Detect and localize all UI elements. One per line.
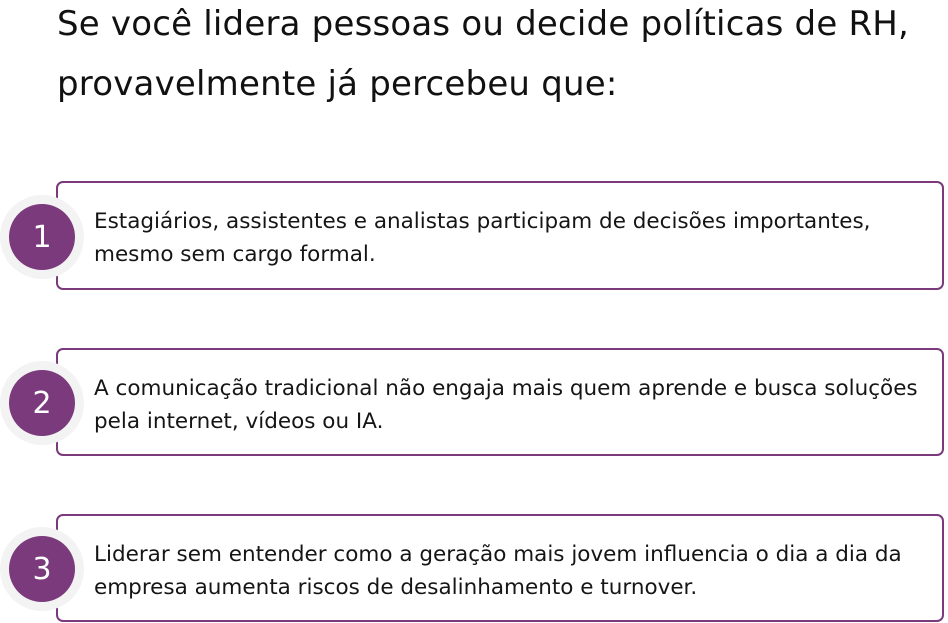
number-badge-3: 3 [0, 527, 84, 611]
item-text: A comunicação tradicional não engaja mai… [94, 376, 918, 434]
list-item-1: Estagiários, assistentes e analistas par… [56, 181, 944, 290]
list-item-3: Liderar sem entender como a geração mais… [56, 514, 944, 622]
badge-number: 1 [9, 204, 75, 270]
badge-number: 2 [9, 370, 75, 436]
number-badge-2: 2 [0, 361, 84, 445]
item-text: Estagiários, assistentes e analistas par… [94, 209, 871, 267]
number-badge-1: 1 [0, 195, 84, 279]
item-text: Liderar sem entender como a geração mais… [94, 542, 902, 600]
badge-number: 3 [9, 536, 75, 602]
list-item-2: A comunicação tradicional não engaja mai… [56, 348, 944, 456]
page-title: Se você lidera pessoas ou decide polític… [57, 4, 910, 104]
